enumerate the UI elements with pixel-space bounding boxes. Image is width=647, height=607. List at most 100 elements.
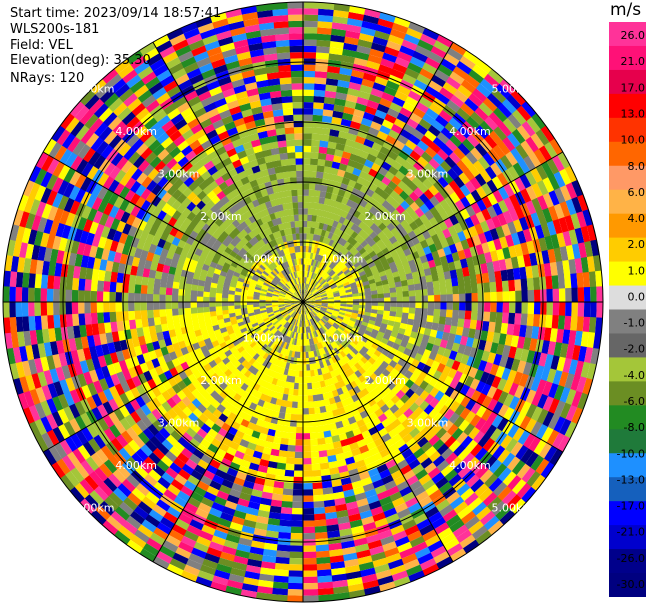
velocity-gate	[330, 284, 338, 290]
velocity-gate	[475, 211, 487, 224]
velocity-gate	[486, 520, 504, 536]
velocity-gate	[491, 375, 502, 390]
velocity-gate	[438, 220, 449, 232]
velocity-gate	[322, 204, 330, 212]
velocity-gate	[460, 354, 470, 366]
velocity-gate	[562, 230, 573, 248]
velocity-gate	[480, 263, 489, 275]
velocity-gate	[486, 496, 502, 512]
velocity-gate	[346, 262, 354, 270]
velocity-gate	[370, 121, 383, 132]
velocity-gate	[520, 242, 530, 257]
velocity-gate	[361, 216, 371, 225]
velocity-gate	[384, 458, 397, 470]
velocity-gate	[444, 122, 459, 136]
velocity-gate	[371, 294, 378, 299]
velocity-gate	[327, 297, 335, 300]
velocity-gate	[477, 156, 491, 171]
velocity-gate	[343, 106, 356, 116]
velocity-gate	[303, 8, 320, 15]
velocity-gate	[345, 185, 355, 194]
velocity-gate	[322, 236, 328, 244]
velocity-gate	[333, 3, 352, 13]
velocity-gate	[540, 222, 551, 239]
velocity-gate	[327, 307, 334, 311]
velocity-gate	[321, 305, 328, 309]
velocity-gate	[358, 150, 370, 160]
velocity-gate	[480, 330, 489, 342]
velocity-gate	[515, 144, 529, 160]
velocity-gate	[434, 499, 450, 513]
velocity-gate	[421, 478, 436, 492]
velocity-gate	[458, 373, 469, 385]
velocity-gate	[421, 334, 430, 344]
velocity-gate	[196, 296, 204, 302]
velocity-gate	[322, 172, 331, 180]
velocity-gate	[65, 313, 74, 327]
velocity-gate	[342, 348, 350, 356]
velocity-gate	[431, 233, 441, 245]
velocity-gate	[338, 272, 346, 279]
velocity-gate	[576, 392, 589, 411]
velocity-gate	[96, 311, 105, 324]
velocity-gate	[419, 203, 430, 215]
velocity-gate	[311, 288, 317, 294]
velocity-gate	[361, 379, 370, 389]
velocity-gate	[369, 231, 378, 240]
velocity-gate	[430, 45, 448, 59]
velocity-gate	[504, 334, 513, 348]
velocity-gate	[302, 545, 317, 552]
velocity-gate	[322, 272, 329, 279]
velocity-gate	[320, 291, 327, 296]
velocity-gate	[574, 258, 583, 275]
velocity-gate	[128, 273, 137, 285]
velocity-gate	[21, 286, 29, 302]
velocity-gate	[488, 321, 496, 334]
velocity-gate	[376, 442, 388, 453]
velocity-gate	[426, 315, 434, 324]
velocity-gate	[305, 290, 309, 297]
velocity-gate	[364, 235, 373, 244]
velocity-gate	[453, 176, 466, 189]
velocity-gate	[556, 232, 567, 249]
velocity-gate	[103, 301, 110, 313]
velocity-gate	[453, 89, 470, 104]
velocity-gate	[403, 329, 412, 338]
velocity-gate	[330, 349, 338, 357]
velocity-gate	[28, 272, 36, 288]
velocity-gate	[330, 263, 337, 270]
velocity-gate	[419, 213, 430, 225]
velocity-gate	[378, 243, 388, 252]
velocity-gate	[9, 300, 16, 318]
velocity-gate	[329, 40, 346, 50]
velocity-gate	[476, 198, 488, 212]
velocity-gate	[384, 302, 391, 307]
velocity-gate	[141, 317, 149, 328]
velocity-gate	[348, 350, 357, 358]
velocity-gate	[528, 363, 539, 379]
velocity-gate	[228, 305, 235, 310]
velocity-gate	[358, 229, 367, 238]
velocity-gate	[53, 313, 61, 329]
velocity-gate	[395, 480, 410, 492]
velocity-gate	[308, 258, 313, 266]
velocity-gate	[498, 122, 513, 138]
velocity-gate	[308, 304, 315, 308]
velocity-gate	[334, 302, 341, 305]
velocity-gate	[356, 254, 364, 262]
velocity-gate	[316, 261, 321, 268]
velocity-gate	[504, 438, 518, 454]
velocity-gate	[428, 158, 441, 170]
velocity-gate	[477, 487, 494, 503]
velocity-gate	[346, 220, 355, 229]
velocity-gate	[313, 525, 328, 533]
velocity-gate	[310, 287, 316, 293]
velocity-gate	[536, 393, 549, 410]
velocity-gate	[339, 274, 347, 281]
velocity-gate	[361, 144, 373, 154]
velocity-gate	[304, 283, 307, 290]
velocity-gate	[316, 39, 332, 48]
velocity-gate	[344, 286, 352, 291]
velocity-gate	[562, 259, 571, 276]
velocity-gate	[445, 340, 454, 351]
